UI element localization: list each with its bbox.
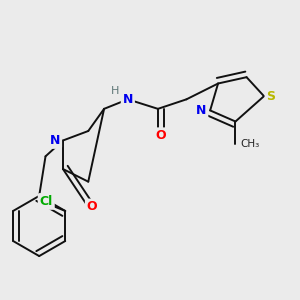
Text: O: O	[87, 200, 98, 214]
Text: S: S	[266, 90, 275, 103]
Text: N: N	[123, 93, 133, 106]
Text: N: N	[50, 134, 60, 147]
Text: H: H	[111, 86, 119, 96]
Text: O: O	[156, 129, 167, 142]
Text: Cl: Cl	[40, 195, 53, 208]
Text: N: N	[196, 104, 206, 117]
Text: CH₃: CH₃	[240, 139, 260, 149]
